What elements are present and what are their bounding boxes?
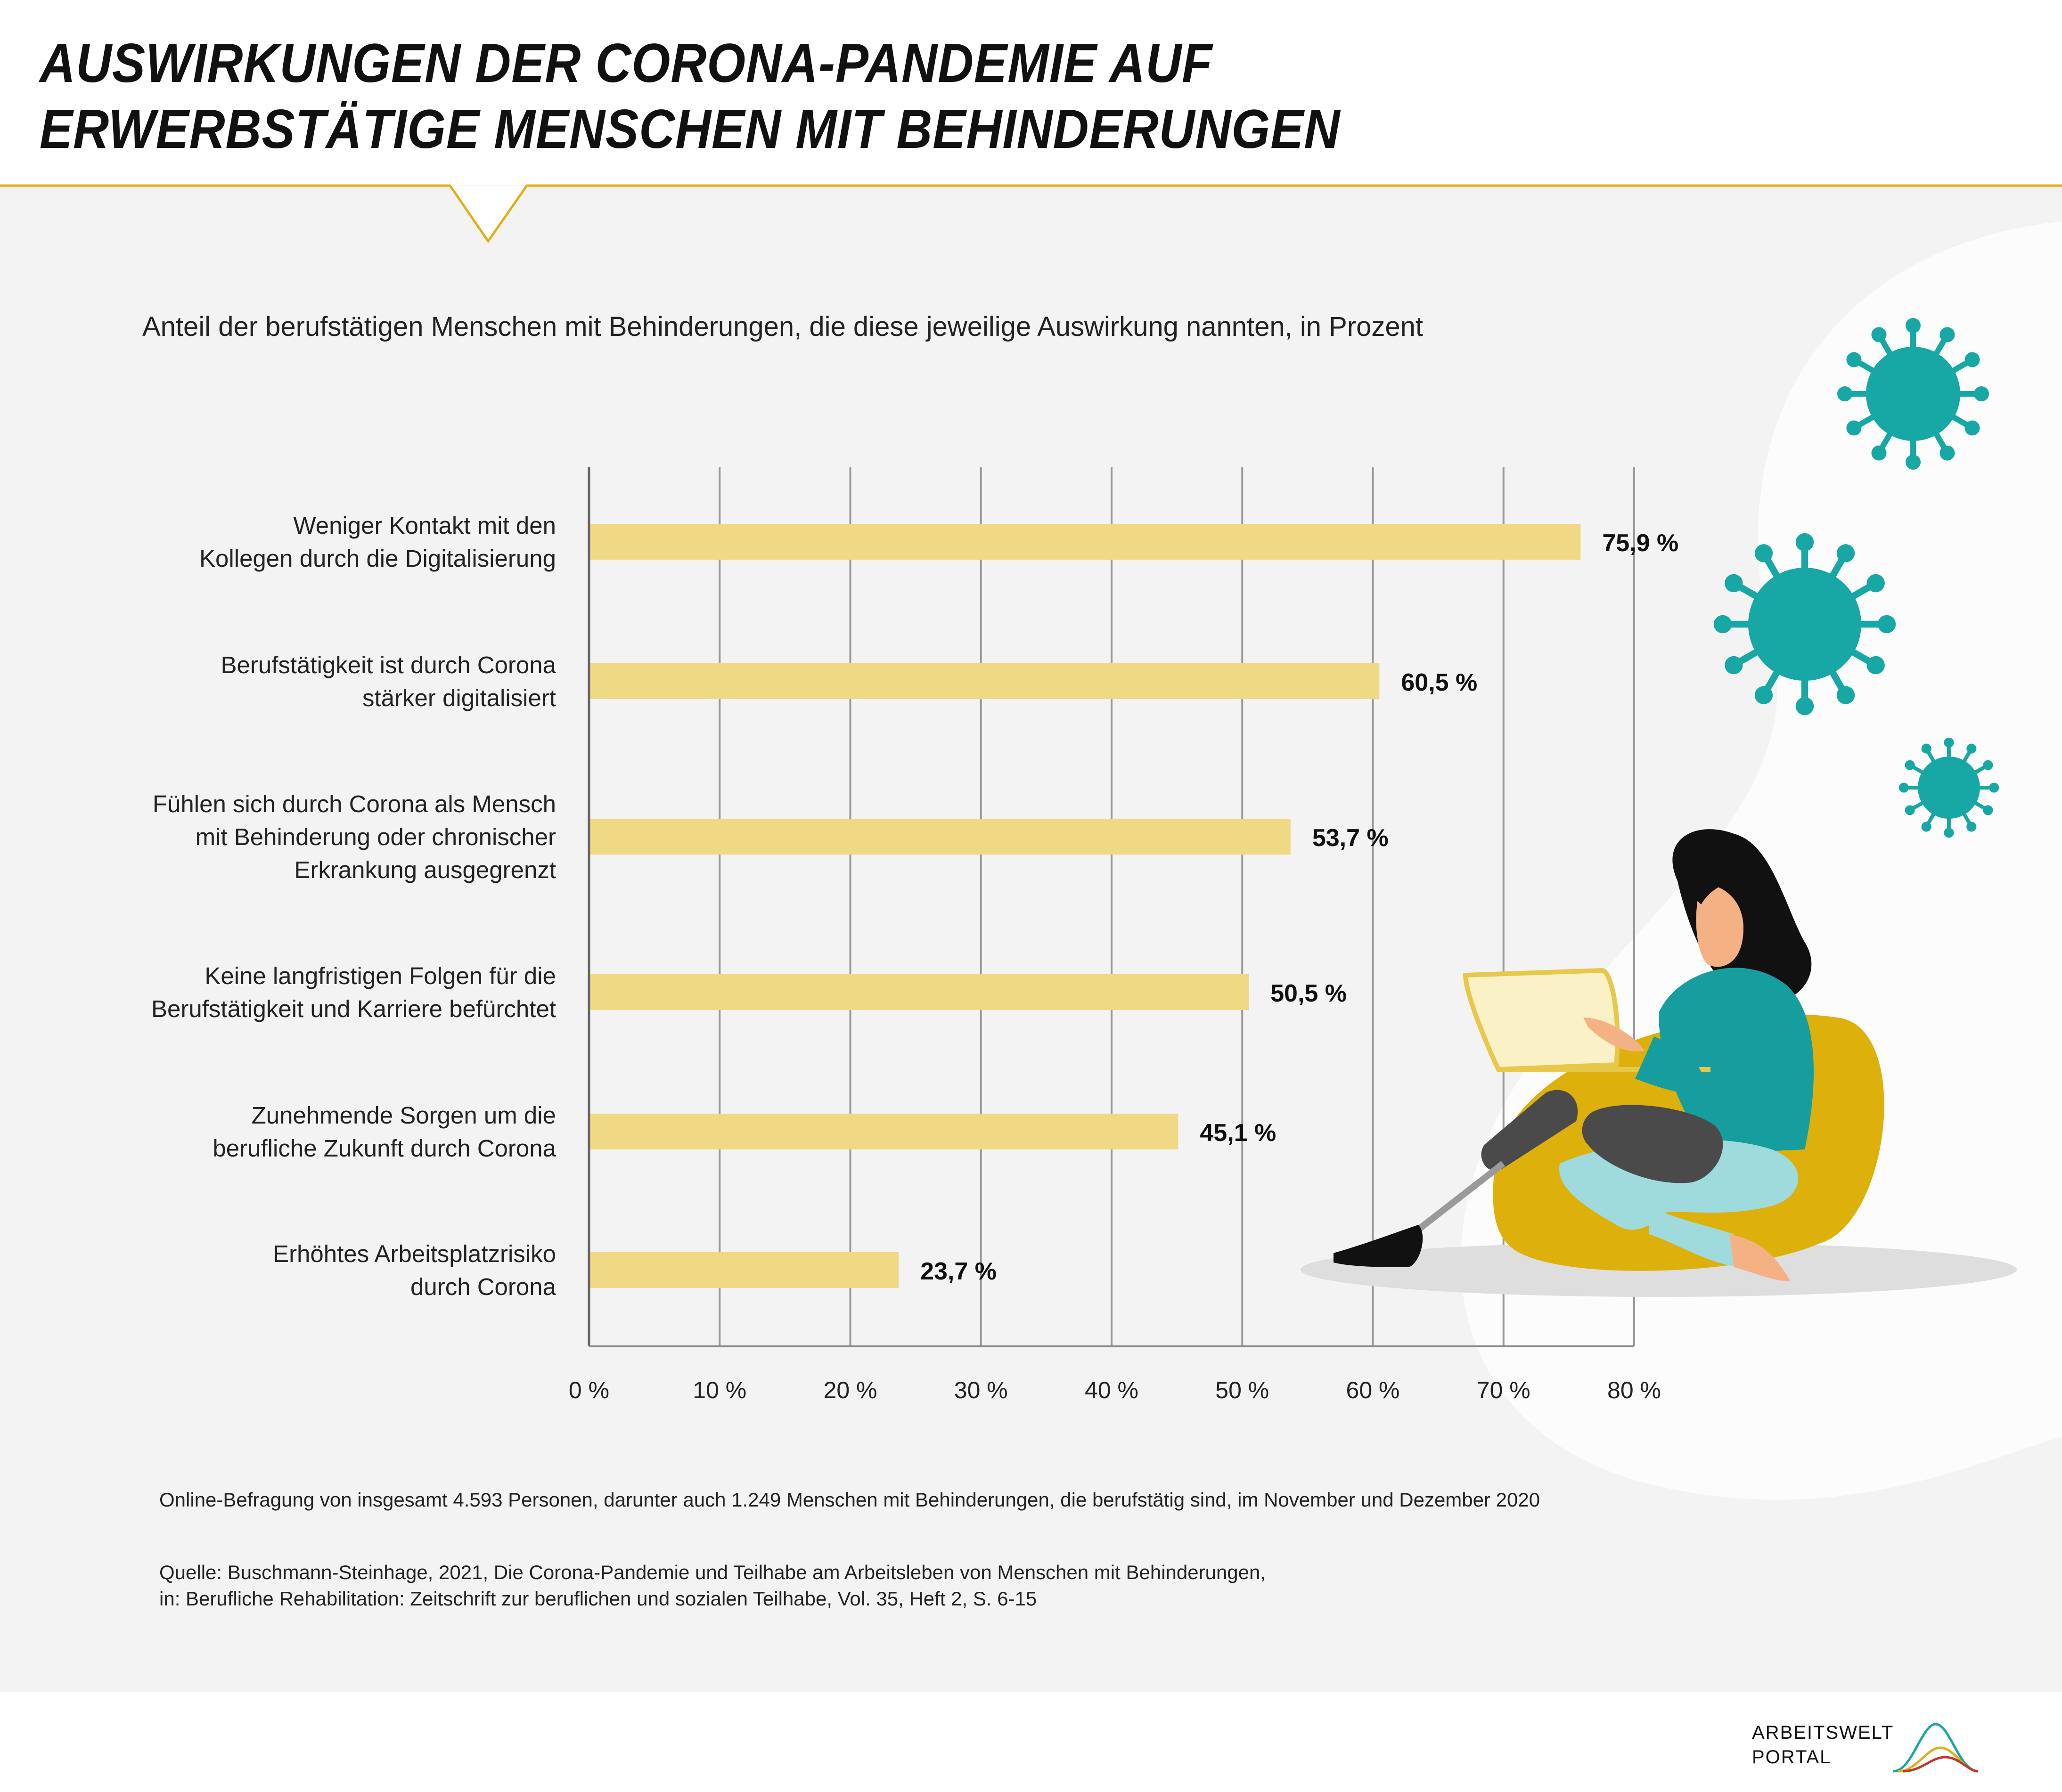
title-line-2: ERWERBSTÄTIGE MENSCHEN MIT BEHINDERUNGEN [40, 98, 1341, 160]
category-label: Fühlen sich durch Corona als Mensch mit B… [153, 790, 556, 883]
x-tick-label: 10 % [693, 1377, 746, 1403]
x-tick-label: 20 % [824, 1377, 877, 1403]
footer-band [0, 1692, 2062, 1792]
value-label: 60,5 % [1401, 669, 1477, 696]
value-label: 50,5 % [1270, 980, 1347, 1007]
virus-icon [1837, 318, 1989, 470]
source-line-1: Quelle: Buschmann-Steinhage, 2021, Die C… [159, 1561, 1266, 1583]
value-label: 75,9 % [1602, 529, 1678, 557]
logo-text-line-1: ARBEITSWELT [1752, 1722, 1894, 1743]
category-label: Erhöhtes Arbeitsplatzrisiko durch Corona [273, 1240, 556, 1300]
header-divider-line [0, 184, 2062, 244]
bar [590, 524, 1581, 560]
bar [590, 1252, 899, 1288]
bar [590, 663, 1380, 699]
logo-curves-icon [1893, 1723, 1978, 1773]
virus-icon [1898, 737, 1999, 838]
x-tick-label: 80 % [1607, 1377, 1661, 1403]
category-label: Weniger Kontakt mit den Kollegen durch di… [199, 512, 556, 572]
value-label: 53,7 % [1312, 824, 1389, 852]
arbeitswelt-portal-logo: ARBEITSWELT PORTAL [1752, 1719, 1978, 1781]
value-label: 23,7 % [920, 1258, 997, 1285]
category-label: Zunehmende Sorgen um die berufliche Zukun… [213, 1102, 556, 1162]
x-tick-label: 50 % [1215, 1377, 1269, 1403]
survey-note: Online-Befragung von insgesamt 4.593 Per… [159, 1489, 1540, 1511]
header: AUSWIRKUNGEN DER CORONA-PANDEMIE AUF ERW… [0, 0, 2062, 185]
x-tick-label: 0 % [569, 1377, 609, 1403]
x-tick-label: 60 % [1346, 1377, 1400, 1403]
source-line-2: in: Berufliche Rehabilitation: Zeitschri… [159, 1588, 1037, 1610]
source-note: Quelle: Buschmann-Steinhage, 2021, Die C… [159, 1559, 1266, 1612]
label-layer: 0 % 10 % 20 % 30 % 40 % 50 % 60 % 70 % 80 % 75,9 … [151, 512, 1678, 1403]
virus-group [1713, 318, 1999, 838]
bar [590, 1114, 1178, 1149]
category-label: Keine langfristigen Folgen für die Berufs… [151, 962, 556, 1022]
value-label: 45,1 % [1200, 1119, 1276, 1147]
chart-subtitle: Anteil der berufstätigen Menschen mit Be… [142, 311, 1424, 342]
category-label: Berufstätigkeit ist durch Corona stärker … [221, 652, 556, 711]
x-tick-label: 40 % [1085, 1377, 1138, 1403]
bar [590, 819, 1291, 855]
woman-with-laptop-illustration [1301, 829, 2017, 1297]
notch-fill [450, 186, 527, 241]
bar-layer [590, 524, 1581, 1288]
x-tick-label: 70 % [1477, 1377, 1530, 1403]
bar [590, 974, 1249, 1010]
x-tick-label: 30 % [954, 1377, 1008, 1403]
virus-icon [1713, 533, 1896, 716]
title-line-1: AUSWIRKUNGEN DER CORONA-PANDEMIE AUF [40, 32, 1213, 94]
logo-text-line-2: PORTAL [1752, 1747, 1832, 1768]
page-title: AUSWIRKUNGEN DER CORONA-PANDEMIE AUF ERW… [40, 30, 1340, 162]
